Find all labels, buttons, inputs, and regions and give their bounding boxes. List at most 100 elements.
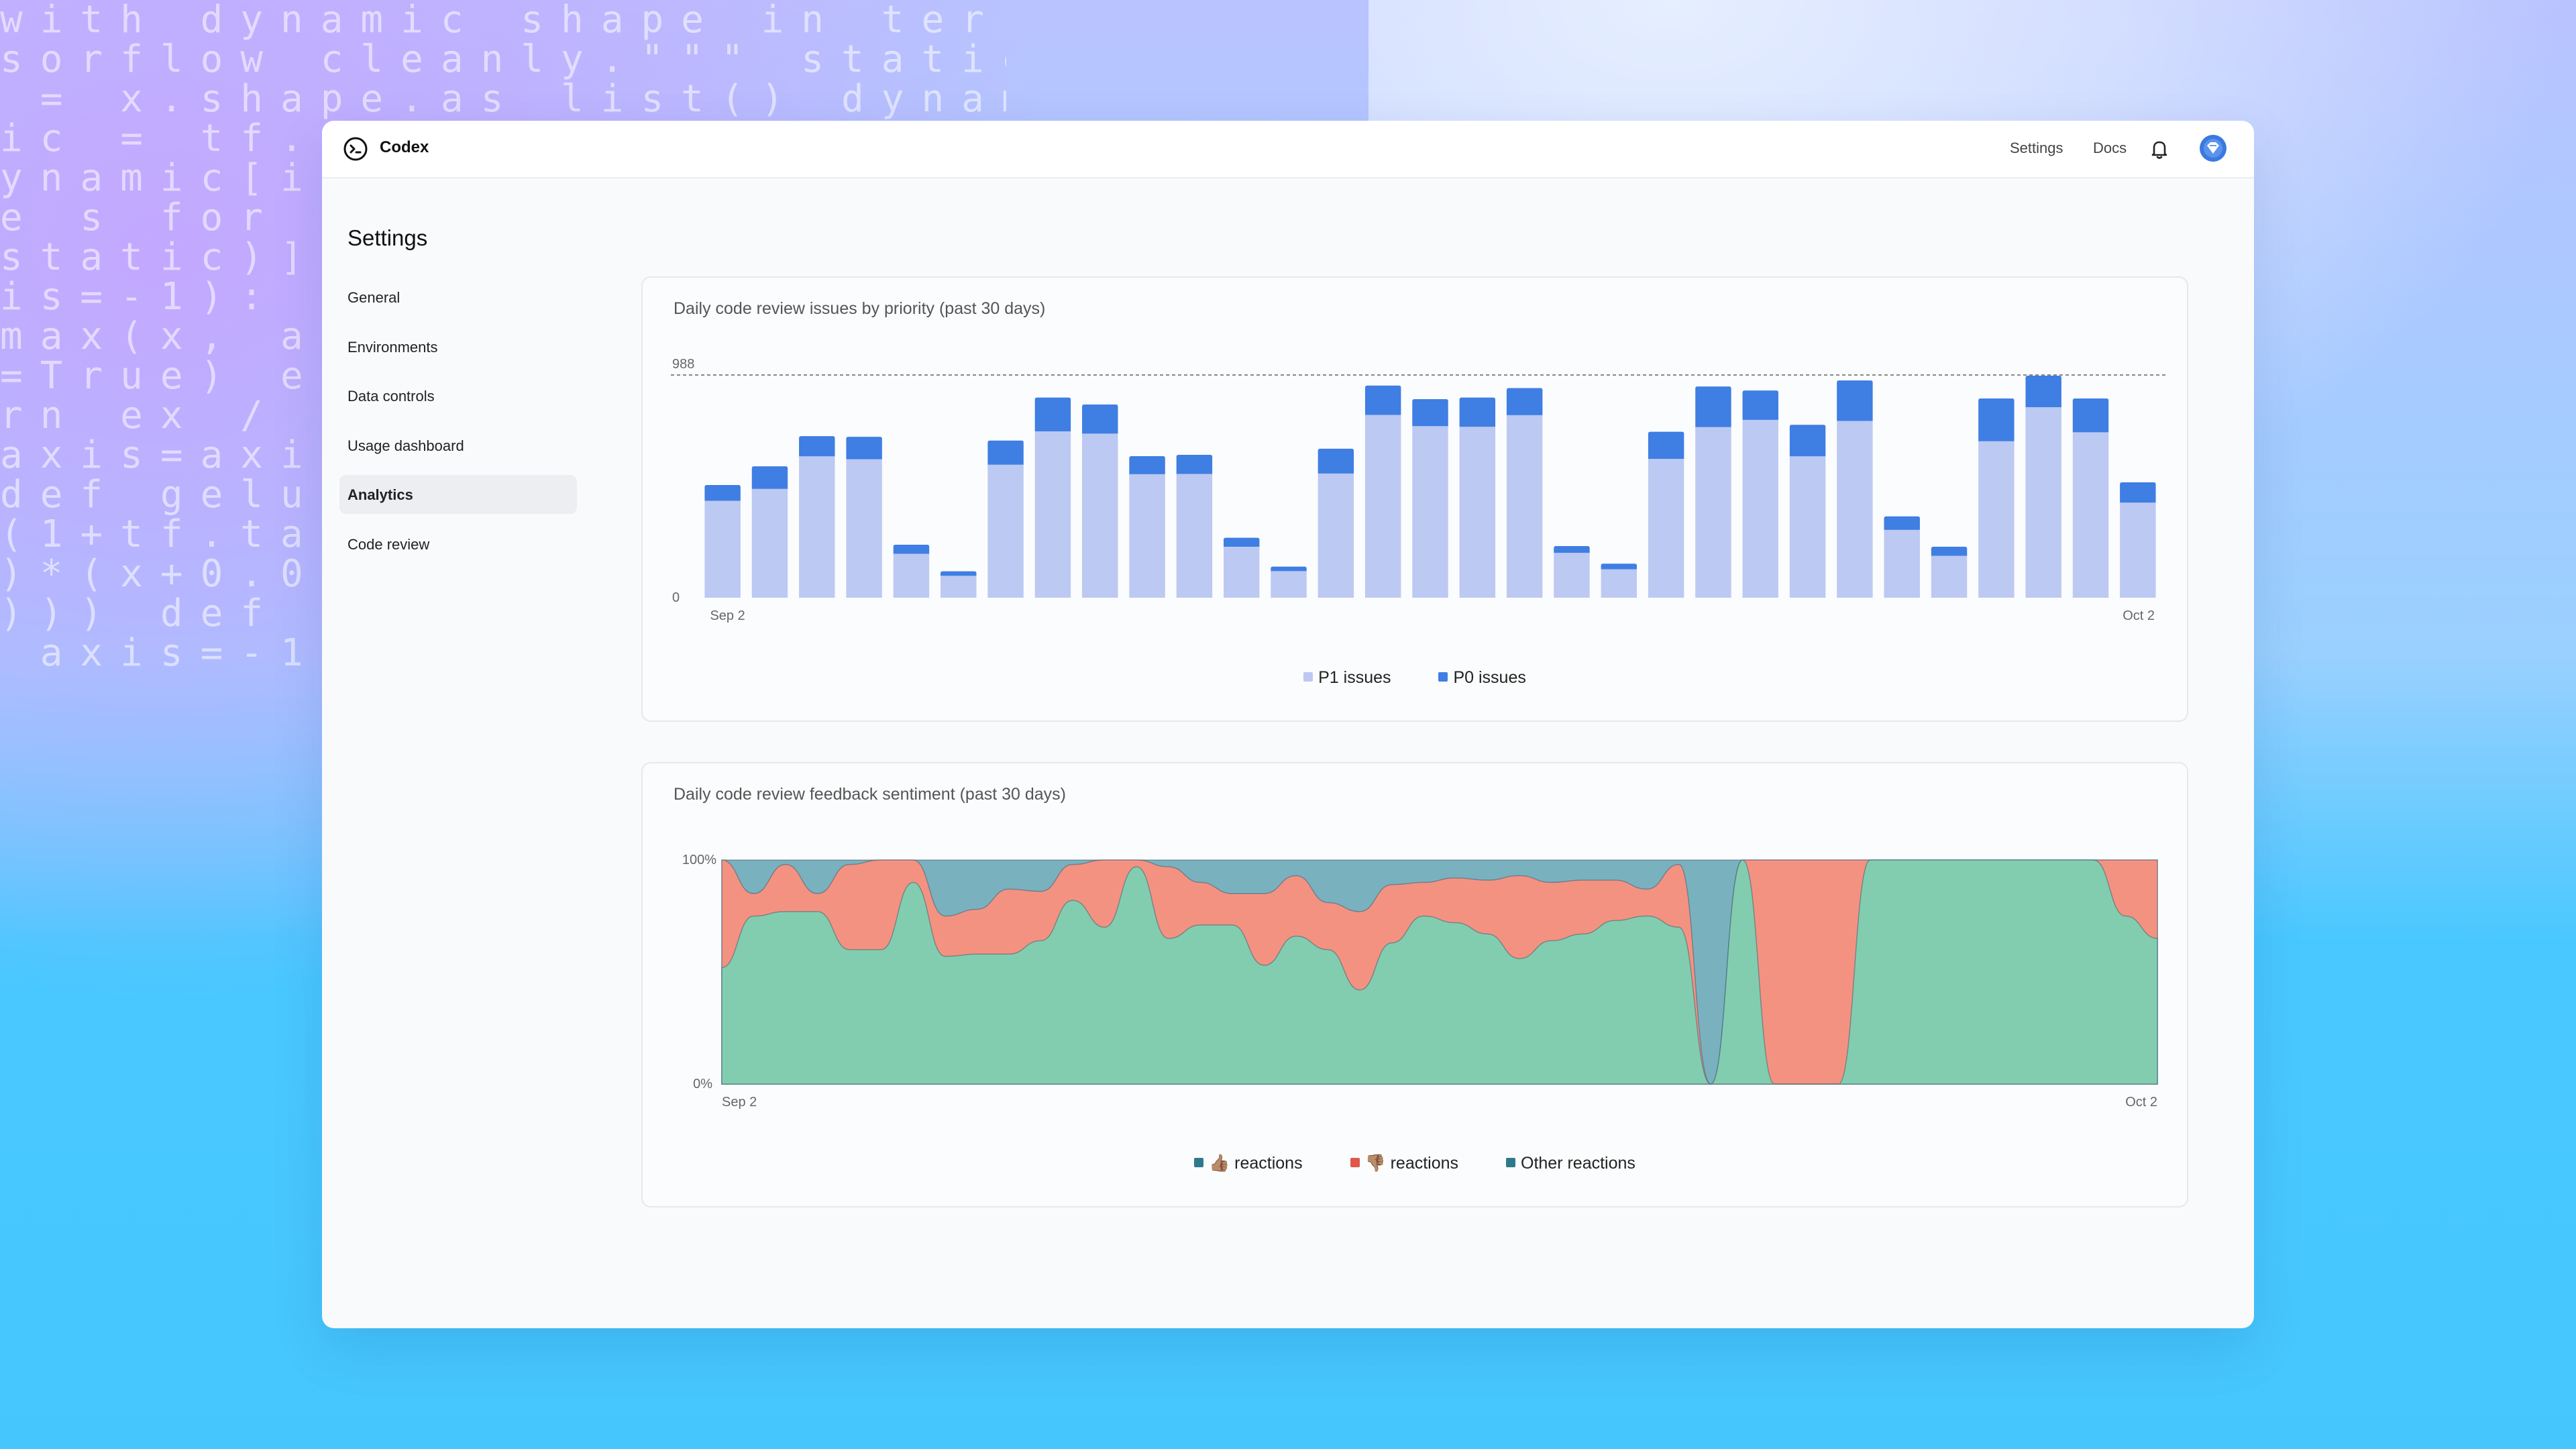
sidebar-item-general[interactable]: General	[339, 278, 577, 317]
bar-p1	[799, 456, 835, 598]
legend-item-thumbs-down: 👎🏽 reactions	[1350, 1154, 1458, 1173]
bar-p1	[2072, 432, 2109, 598]
bar-p1	[2025, 407, 2061, 598]
bar-p1	[893, 553, 930, 598]
bar-p0	[1318, 448, 1354, 474]
app-title: Codex	[380, 138, 429, 156]
bar-p0	[1742, 390, 1778, 420]
sidebar-item-label: Usage dashboard	[347, 437, 464, 454]
bar-p0	[1648, 431, 1684, 460]
bar-p1	[2120, 502, 2156, 598]
bar-p1	[1412, 426, 1448, 598]
sidebar-item-label: Data controls	[347, 388, 435, 405]
code-line: axis=axi	[0, 433, 321, 477]
bar-p0	[799, 436, 835, 457]
bar-p0	[1176, 454, 1213, 474]
code-line: (1+tf.ta	[0, 513, 321, 556]
bar-p0	[1837, 380, 1873, 421]
chart-legend: 👍🏽 reactions 👎🏽 reactions Other reaction…	[643, 1154, 2187, 1173]
bar-p0	[987, 440, 1024, 465]
bar-p1	[1554, 553, 1590, 598]
bar-p1	[987, 464, 1024, 598]
bar-p1	[1082, 433, 1118, 598]
bar-p1	[941, 576, 977, 598]
bar-p0	[1506, 388, 1543, 415]
code-line: axis=-1	[0, 631, 321, 675]
settings-heading: Settings	[347, 225, 428, 250]
code-line: max(x, a	[0, 315, 321, 358]
docs-link[interactable]: Docs	[2093, 140, 2127, 156]
x-tick-label: Oct 2	[2123, 608, 2155, 623]
chart-title: Daily code review issues by priority (pa…	[674, 299, 1046, 318]
settings-link[interactable]: Settings	[2010, 140, 2063, 156]
y-tick-label: 988	[672, 357, 694, 372]
code-line: is=-1):	[0, 275, 281, 319]
bar-p0	[941, 571, 977, 576]
code-line: =True) e	[0, 354, 321, 398]
bar-p1	[1695, 427, 1731, 598]
bar-p1	[1034, 431, 1071, 598]
bar-p1	[1837, 421, 1873, 598]
sidebar-item-label: General	[347, 289, 400, 306]
bar-p0	[1459, 397, 1496, 427]
bar-p1	[1884, 529, 1920, 598]
y-tick-label: 0%	[693, 1077, 712, 1091]
chart-legend: P1 issues P0 issues	[643, 668, 2187, 688]
code-line: static)]	[0, 235, 321, 279]
legend-item-thumbs-up: 👍🏽 reactions	[1194, 1154, 1303, 1173]
issues-bar-chart: 988 0 Sep 2 Oct 2	[671, 357, 2168, 623]
bar-p0	[1364, 385, 1401, 415]
x-tick-label: Sep 2	[710, 608, 745, 623]
codex-window: Codex Settings Docs Settings General Env…	[322, 121, 2254, 1328]
bar-p1	[1601, 569, 1638, 598]
bar-p1	[1271, 571, 1307, 598]
bar-p0	[1554, 546, 1590, 553]
bar-p0	[1884, 516, 1920, 530]
sidebar-item-environments[interactable]: Environments	[339, 327, 577, 366]
y-tick-label: 100%	[682, 853, 716, 867]
issues-chart-card: Daily code review issues by priority (pa…	[641, 276, 2188, 722]
legend-swatch	[1438, 672, 1448, 682]
bar-p0	[1412, 398, 1448, 427]
sidebar-item-code-review[interactable]: Code review	[339, 525, 577, 564]
sidebar-item-analytics[interactable]: Analytics	[339, 475, 577, 514]
bar-p1	[751, 488, 788, 598]
bar-p1	[1364, 415, 1401, 598]
bar-p0	[1223, 537, 1260, 547]
x-tick-label: Sep 2	[722, 1095, 757, 1110]
code-line: def gelu	[0, 473, 321, 517]
background-code-text: with dynamic shape in ter sorflow cleanly…	[0, 0, 1006, 738]
bar-p1	[1978, 441, 2015, 598]
bar-p1	[1459, 427, 1496, 598]
bar-p0	[1271, 566, 1307, 572]
bar-p0	[751, 466, 788, 489]
legend-item-p0: P0 issues	[1438, 668, 1526, 688]
sidebar-item-data-controls[interactable]: Data controls	[339, 376, 577, 415]
code-line: )*(x+0.0	[0, 552, 321, 596]
bar-p0	[2025, 376, 2061, 408]
sidebar-item-usage-dashboard[interactable]: Usage dashboard	[339, 426, 577, 465]
legend-item-other: Other reactions	[1506, 1154, 1635, 1173]
bar-p0	[1978, 398, 2015, 441]
bar-p0	[846, 437, 882, 460]
bar-p0	[1601, 564, 1638, 570]
bar-p1	[846, 459, 882, 598]
bar-p1	[704, 500, 741, 598]
code-line: sorflow cleanly.""" static	[0, 38, 1006, 81]
bar-p1	[1506, 415, 1543, 598]
bell-icon[interactable]	[2148, 137, 2171, 161]
sidebar-item-label: Environments	[347, 339, 438, 356]
x-tick-label: Oct 2	[2125, 1095, 2157, 1110]
bar-p1	[1129, 474, 1165, 598]
bar-p0	[1789, 425, 1826, 457]
bar-p0	[1082, 405, 1118, 434]
avatar-icon[interactable]	[2199, 134, 2227, 162]
legend-label: P1 issues	[1318, 668, 1391, 687]
bar-p0	[2072, 398, 2109, 433]
bar-p0	[1931, 547, 1968, 556]
legend-swatch	[1303, 672, 1313, 682]
codex-terminal-icon[interactable]	[342, 136, 369, 162]
bar-p0	[2120, 482, 2156, 503]
code-line: ))) def	[0, 592, 281, 635]
code-line: e s for	[0, 196, 281, 239]
